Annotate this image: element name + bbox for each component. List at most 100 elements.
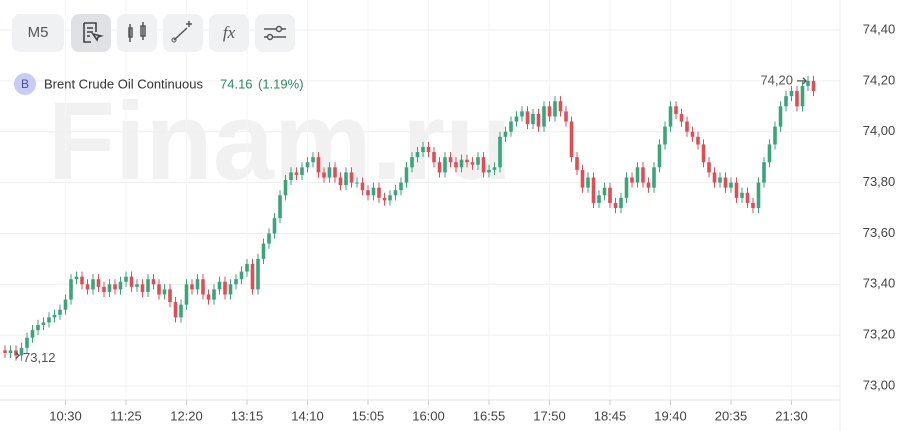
candle-body (487, 169, 491, 173)
candle-body (553, 101, 557, 117)
candle-body (311, 157, 315, 163)
candle-body (190, 284, 194, 290)
candle-body (157, 284, 161, 295)
candle-body (811, 80, 816, 92)
candle-body (63, 299, 68, 310)
candle-body (388, 195, 392, 201)
candle-body (366, 190, 370, 196)
candle-body (168, 289, 172, 303)
candle-body (322, 172, 326, 178)
y-tick-label: 74,00 (863, 123, 896, 138)
candle-body (25, 337, 29, 348)
candle-body (685, 121, 689, 132)
candle-body (432, 152, 436, 163)
y-tick-label: 73,60 (863, 225, 896, 240)
candle-body (41, 322, 46, 325)
settings-knob (266, 33, 274, 41)
candle-body (575, 157, 579, 170)
candle-body (635, 167, 640, 183)
notes-icon (83, 22, 104, 43)
candle-body (492, 167, 497, 170)
toolbar: M5 fx (12, 14, 295, 52)
candle-body (723, 177, 728, 188)
candle-body (267, 233, 271, 244)
candle-body (443, 157, 447, 173)
candle-body (657, 144, 662, 168)
candle-body (118, 281, 123, 290)
candle-body (421, 146, 425, 153)
candle-body (784, 96, 788, 107)
x-tick-label: 13:15 (231, 408, 264, 423)
symbol-badge-label: B (21, 77, 29, 91)
candle-body (256, 258, 260, 290)
candle-body (272, 218, 277, 234)
notes-button[interactable] (71, 14, 111, 52)
candle-body (234, 279, 238, 285)
settings-button[interactable] (255, 14, 295, 52)
x-tick-label: 12:20 (170, 408, 203, 423)
x-tick-label: 10:30 (49, 408, 82, 423)
candle-body (250, 263, 255, 290)
candle-body (536, 113, 541, 127)
candle-body (448, 157, 453, 163)
candle-body (454, 162, 458, 168)
candle-body (58, 309, 62, 315)
candle-body (437, 162, 442, 173)
candle-body (696, 136, 700, 145)
legend-change: (1.19%) (258, 76, 304, 91)
candle-body (586, 177, 590, 188)
candle-body (349, 172, 354, 183)
candle-body (382, 197, 387, 201)
candle-body (19, 347, 24, 356)
candle-body (52, 314, 57, 318)
candle-body (80, 276, 84, 285)
candle-body (520, 111, 524, 117)
indicators-button[interactable] (209, 14, 249, 52)
candle-body (509, 121, 513, 132)
candle-body (663, 126, 667, 145)
candles-button[interactable] (117, 14, 157, 52)
candle-body (212, 289, 216, 300)
settings-knob (275, 25, 283, 33)
timeframe-button[interactable] (12, 14, 64, 52)
candle-body (404, 167, 409, 183)
legend-price: 74.16 (220, 76, 253, 91)
candle-body (564, 111, 568, 122)
y-tick-label: 73,20 (863, 327, 896, 342)
candle-body (74, 276, 79, 280)
y-tick-label: 74,20 (863, 72, 896, 87)
y-tick-label: 73,80 (863, 174, 896, 189)
candle-body (36, 324, 40, 331)
x-tick-label: 20:35 (715, 408, 748, 423)
candle-body (47, 317, 51, 323)
drawing-button[interactable] (163, 14, 203, 52)
candle-body (162, 289, 167, 295)
candle-body (69, 279, 73, 300)
y-tick-label: 73,00 (863, 377, 896, 392)
candle-body (173, 302, 178, 318)
candle-body (393, 190, 398, 196)
candle-body (245, 263, 249, 272)
candle-body (597, 195, 601, 203)
candle-body (740, 192, 744, 198)
x-tick-label: 17:50 (533, 408, 566, 423)
candle-body (8, 350, 13, 353)
x-tick-label: 16:55 (473, 408, 506, 423)
candle-body (371, 187, 376, 196)
candle-body (179, 304, 183, 318)
candle-body (531, 113, 535, 125)
candle-body (377, 187, 381, 198)
legend: B Brent Crude Oil Continuous 74.16 (1.19… (14, 73, 304, 95)
candle-body (294, 172, 299, 175)
watermark: Finam.ru (48, 80, 513, 203)
candle-body (415, 152, 420, 158)
candle-body (300, 167, 304, 175)
x-tick-label: 18:45 (594, 408, 627, 423)
candle-body (261, 243, 266, 259)
candle-body (223, 281, 227, 295)
candle-body (591, 177, 596, 203)
candle-body (481, 157, 486, 173)
candle-body (542, 106, 546, 127)
candle-body (30, 330, 35, 338)
candle-body (91, 279, 95, 290)
